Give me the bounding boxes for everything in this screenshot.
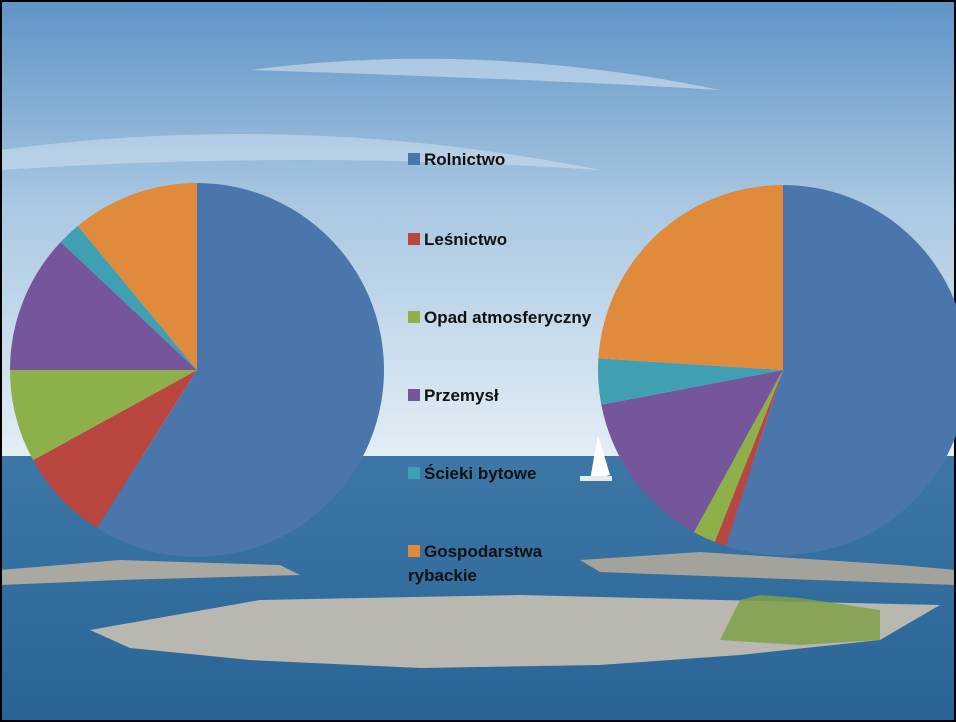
page: Rolnictwo Leśnictwo Opad atmosferyczny Prze… — [0, 0, 956, 722]
legend-swatch — [408, 545, 420, 557]
legend-swatch — [408, 233, 420, 245]
legend-item: Ścieki bytowe — [408, 462, 608, 486]
legend-label: Ścieki bytowe — [424, 464, 536, 483]
legend-item: Leśnictwo — [408, 228, 608, 252]
legend-item: Przemysł — [408, 384, 608, 408]
slide — [0, 0, 956, 722]
legend-swatch — [408, 153, 420, 165]
legend-swatch — [408, 311, 420, 323]
legend-item: Opad atmosferyczny — [408, 306, 608, 330]
legend-swatch — [408, 389, 420, 401]
legend-label: Rolnictwo — [424, 150, 505, 169]
legend-item: Rolnictwo — [408, 148, 608, 172]
legend-label: Przemysł — [424, 386, 499, 405]
legend-label: Opad atmosferyczny — [424, 308, 591, 327]
legend-swatch — [408, 467, 420, 479]
legend-label: Gospodarstwa rybackie — [408, 542, 542, 585]
legend-item: Gospodarstwa rybackie — [408, 540, 608, 588]
legend-label: Leśnictwo — [424, 230, 507, 249]
